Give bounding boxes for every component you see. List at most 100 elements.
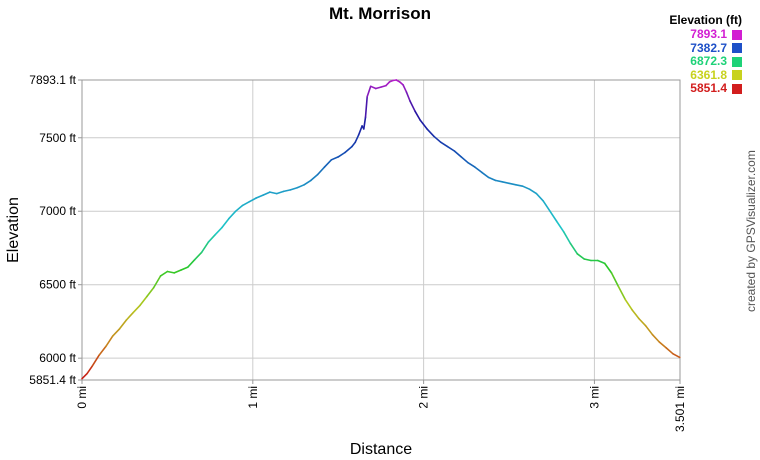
legend-entry-label: 5851.4: [690, 81, 727, 95]
elevation-line-segment: [549, 210, 558, 223]
elevation-line-segment: [405, 91, 411, 102]
credit-text: created by GPSVisualizer.com: [744, 150, 758, 312]
elevation-line-segment: [467, 161, 476, 168]
x-tick-label: 3 mi: [587, 386, 601, 409]
elevation-line-segment: [269, 191, 278, 195]
elevation-line-segment: [98, 345, 107, 357]
elevation-line-segment: [296, 184, 305, 189]
elevation-line-segment: [446, 145, 456, 152]
elevation-line-segment: [187, 258, 196, 268]
elevation-line-segment: [228, 210, 237, 220]
y-axis-label: Elevation: [5, 197, 22, 263]
elevation-line-segment: [569, 242, 579, 255]
elevation-line-segment: [419, 119, 428, 130]
elevation-line-segment: [426, 128, 435, 138]
elevation-line-segment: [362, 116, 367, 130]
elevation-line-segment: [515, 184, 524, 187]
elevation-line-segment: [380, 84, 387, 88]
elevation-line-segment: [474, 166, 483, 174]
grid-lines: [81, 80, 681, 380]
legend-title: Elevation (ft): [669, 13, 742, 27]
elevation-line-segment: [460, 156, 469, 164]
elevation-line-segment: [433, 135, 442, 143]
elevation-line-segment: [111, 327, 121, 337]
y-tick-label: 7893.1 ft: [29, 73, 76, 87]
elevation-line-segment: [494, 179, 504, 183]
elevation-line-segment: [146, 286, 155, 298]
elevation-line-segment: [521, 185, 531, 190]
legend-swatch: [732, 43, 742, 54]
legend-entry: 5851.4: [669, 81, 742, 96]
elevation-line-segment: [262, 191, 271, 196]
elevation-line-segment: [275, 190, 285, 195]
legend-entry-label: 6872.3: [690, 54, 727, 68]
legend-swatch: [732, 83, 742, 94]
elevation-line-segment: [487, 176, 497, 182]
x-tick-label: 1 mi: [246, 386, 260, 409]
elevation-line-segment: [366, 85, 372, 98]
chart-title: Mt. Morrison: [329, 4, 431, 23]
legend-entry-label: 6361.8: [690, 67, 727, 82]
elevation-line-segment: [453, 150, 463, 158]
elevation-line-segment: [672, 352, 681, 359]
plot-area: [81, 79, 681, 381]
elevation-line-segment: [241, 200, 251, 207]
elevation-line-segment: [234, 204, 244, 212]
elevation-line-segment: [316, 166, 326, 176]
elevation-line-segment: [310, 173, 319, 182]
elevation-line-segment: [374, 86, 382, 90]
elevation-line-segment: [631, 308, 640, 320]
elevation-line-segment: [330, 156, 340, 161]
y-tick-label: 6000 ft: [39, 351, 76, 365]
x-axis-label: Distance: [350, 441, 412, 458]
legend-swatch: [732, 70, 742, 81]
legend-entry: 6872.3: [669, 54, 742, 69]
elevation-line-segment: [414, 110, 422, 121]
y-tick-label: 6500 ft: [39, 278, 76, 292]
x-tick-label: 0 mi: [75, 386, 89, 409]
elevation-line-segment: [125, 311, 134, 321]
elevation-line-segment: [289, 186, 299, 191]
elevation-line-segment: [637, 317, 647, 327]
elevation-line-segment: [385, 81, 391, 87]
elevation-line-segment: [248, 197, 258, 203]
elevation-line-segment: [508, 182, 517, 186]
elevation-line-segment: [501, 181, 510, 185]
legend-entry-label: 7382.7: [690, 40, 727, 55]
legend-entry: 7382.7: [669, 40, 742, 56]
legend-swatch: [732, 29, 742, 40]
elevation-line-segment: [369, 85, 377, 90]
elevation-line-segment: [658, 341, 668, 349]
elevation-line-segment: [118, 319, 128, 330]
elevation-legend: Elevation (ft) 7893.1 7382.7 6872.3 6361.8 5…: [669, 13, 742, 96]
elevation-line-segment: [81, 372, 88, 380]
elevation-line-segment: [159, 270, 169, 277]
elevation-line-segment: [357, 125, 363, 136]
legend-entry: 6361.8: [669, 67, 742, 83]
elevation-line-segment: [132, 304, 141, 314]
elevation-line-segment: [555, 220, 565, 233]
elevation-line-segment: [166, 270, 175, 274]
elevation-line-segment: [439, 141, 449, 148]
elevation-line-segment: [617, 285, 627, 301]
elevation-line-segment: [651, 333, 661, 343]
elevation-line-segment: [624, 298, 633, 311]
elevation-line-segment: [152, 275, 162, 289]
elevation-line-segment: [402, 84, 408, 93]
x-tick-label: 2 mi: [417, 386, 431, 409]
elevation-line-segment: [207, 233, 216, 243]
elevation-line-segment: [86, 365, 93, 375]
elevation-line-segment: [105, 335, 114, 348]
y-tick-label: 7500 ft: [39, 131, 76, 145]
elevation-line-segment: [323, 159, 333, 168]
elevation-line-segment: [351, 141, 357, 148]
elevation-line-segment: [255, 194, 264, 199]
elevation-line-segment: [596, 259, 606, 265]
elevation-line-segment: [583, 258, 592, 262]
elevation-line-segment: [364, 95, 369, 118]
elevation-line-segment: [665, 347, 674, 355]
elevation-line-segment: [354, 134, 360, 143]
elevation-line-segment: [221, 217, 230, 229]
y-tick-label: 5851.4 ft: [29, 373, 76, 387]
